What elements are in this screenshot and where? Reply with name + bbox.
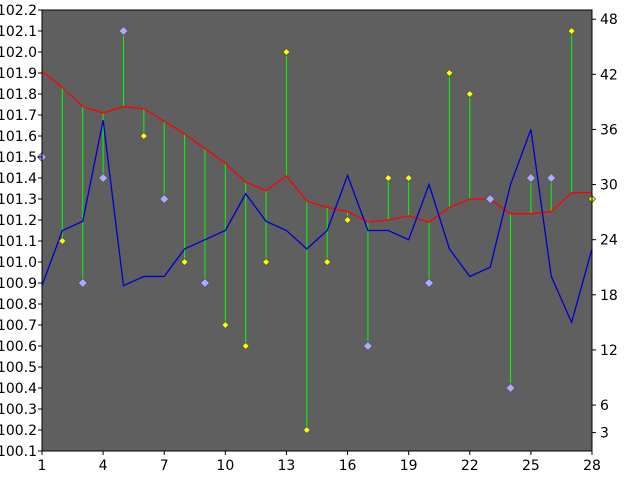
y-left-tick-label: 101.0 xyxy=(0,255,37,271)
y-right-tick-label: 6 xyxy=(600,398,609,414)
y-left-tick-label: 101.4 xyxy=(0,171,37,187)
data-point xyxy=(139,131,148,141)
markers xyxy=(36,25,597,435)
series-line-red xyxy=(41,70,592,223)
y-right-tick-label: 48 xyxy=(600,12,618,28)
y-right-tick-label: 42 xyxy=(600,67,618,83)
y-right-tick-label: 24 xyxy=(600,233,618,249)
data-point xyxy=(404,173,413,183)
y-left-tick-label: 100.3 xyxy=(0,402,37,418)
x-tick-label: 22 xyxy=(461,458,479,474)
y-left-tick-label: 100.5 xyxy=(0,360,37,376)
y-right-tick-label: 18 xyxy=(600,288,618,304)
y-left-tick-label: 100.8 xyxy=(0,297,37,313)
y-left-tick-label: 100.2 xyxy=(0,423,37,439)
x-tick-label: 25 xyxy=(522,458,540,474)
y-left-tick-label: 101.5 xyxy=(0,150,37,166)
y-left-tick-label: 102.1 xyxy=(0,24,37,40)
y-left-tick-label: 102.2 xyxy=(0,3,37,19)
plot-area xyxy=(42,10,592,451)
data-point xyxy=(118,25,129,37)
y-left-tick-label: 101.8 xyxy=(0,87,37,103)
axis-ticks: 1 4 7 10 13 16 19 22 25 28 100.1 100.2 100.3 100.4 100… xyxy=(0,3,618,474)
data-point xyxy=(546,172,557,184)
y-left-tick-label: 100.9 xyxy=(0,276,37,292)
series-lines xyxy=(41,70,593,325)
data-point xyxy=(180,257,189,267)
data-point xyxy=(362,340,373,352)
data-point xyxy=(262,257,271,267)
y-right-tick-label: 30 xyxy=(600,178,618,194)
y-left-tick-label: 100.1 xyxy=(0,444,37,460)
data-point xyxy=(384,173,393,183)
data-point xyxy=(199,277,211,289)
data-point xyxy=(282,47,291,57)
data-point xyxy=(302,425,311,435)
y-left-tick-label: 101.2 xyxy=(0,213,37,229)
data-point xyxy=(423,277,435,289)
y-left-tick-label: 100.6 xyxy=(0,339,37,355)
data-point xyxy=(221,320,230,330)
x-tick-label: 28 xyxy=(583,458,601,474)
data-point xyxy=(323,257,332,267)
y-left-tick-label: 101.7 xyxy=(0,108,37,124)
data-point xyxy=(98,172,109,184)
y-right-tick-label: 36 xyxy=(600,122,618,138)
y-left-tick-label: 101.6 xyxy=(0,129,37,145)
data-point xyxy=(465,89,474,99)
x-tick-label: 7 xyxy=(160,458,169,474)
x-tick-label: 13 xyxy=(278,458,296,474)
x-tick-label: 1 xyxy=(38,458,47,474)
x-tick-label: 10 xyxy=(216,458,234,474)
y-left-tick-label: 101.9 xyxy=(0,66,37,82)
data-point xyxy=(58,236,67,246)
x-tick-label: 4 xyxy=(99,458,108,474)
data-point xyxy=(343,215,352,225)
data-point xyxy=(505,382,516,394)
drop-lines xyxy=(41,31,593,430)
y-left-tick-label: 100.7 xyxy=(0,318,37,334)
y-left-tick-label: 102.0 xyxy=(0,45,37,61)
y-right-tick-label: 12 xyxy=(600,343,618,359)
y-left-tick-label: 101.3 xyxy=(0,192,37,208)
data-point xyxy=(525,172,536,184)
data-point xyxy=(445,68,454,78)
x-tick-label: 19 xyxy=(400,458,418,474)
series-line-blue xyxy=(41,120,593,325)
data-point xyxy=(159,193,170,205)
data-point xyxy=(77,277,88,289)
data-point xyxy=(485,193,496,205)
data-point xyxy=(567,26,576,36)
y-left-tick-label: 101.1 xyxy=(0,234,37,250)
data-point xyxy=(241,341,250,351)
plot-frame xyxy=(41,9,593,452)
y-right-tick-label: 3 xyxy=(600,426,609,442)
x-tick-label: 16 xyxy=(339,458,357,474)
y-left-tick-label: 100.4 xyxy=(0,381,37,397)
